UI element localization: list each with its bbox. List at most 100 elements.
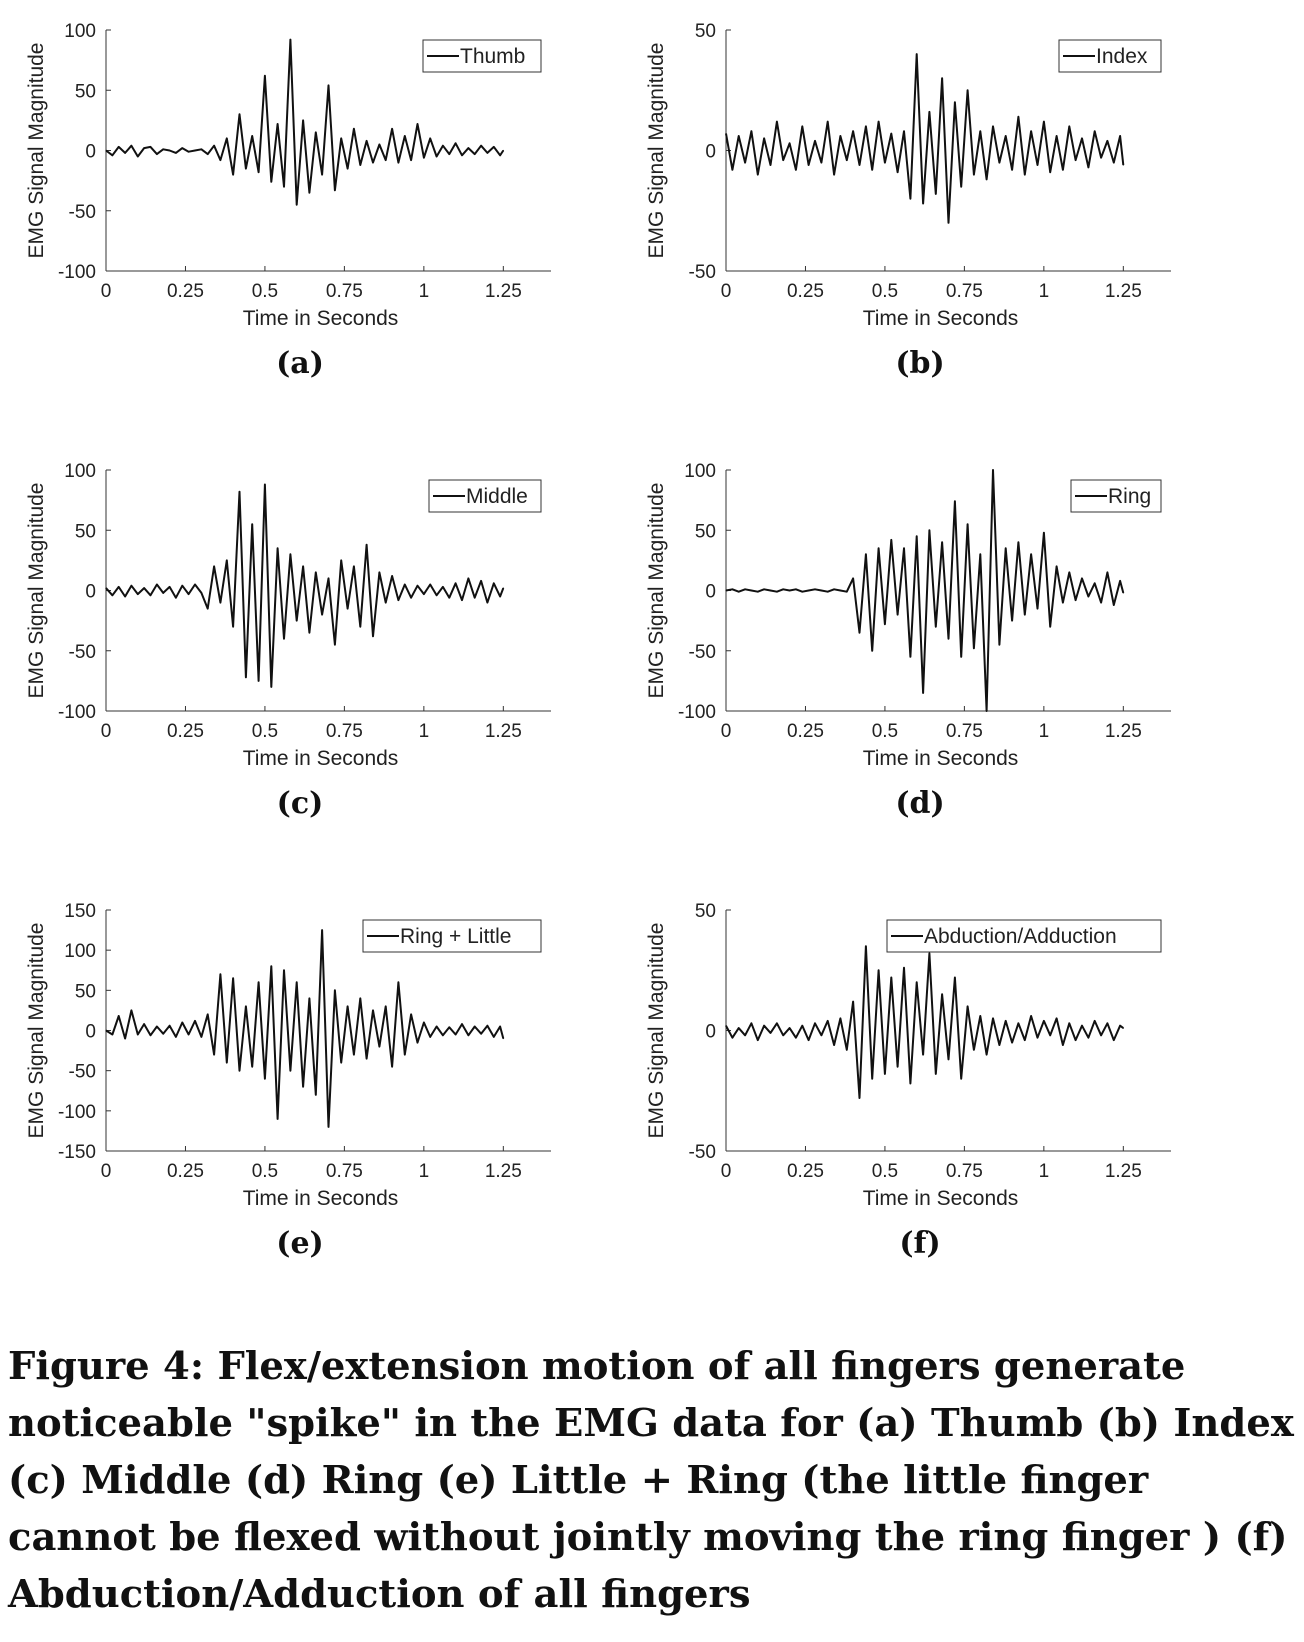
data-point [782,159,784,161]
data-point [1049,171,1051,173]
data-point [359,626,361,628]
data-point [455,582,457,584]
data-point [1119,580,1121,582]
data-point [871,1078,873,1080]
data-point [130,1009,133,1012]
data-point [1122,164,1124,166]
data-point [137,155,139,158]
data-point [308,997,311,999]
data-point [763,588,765,590]
legend: Ring + Little [362,919,542,953]
data-point [366,1058,368,1060]
data-point [916,981,918,983]
x-tick-label: 0.75 [326,281,363,302]
data-point [909,1082,911,1085]
series-line [725,469,1125,712]
x-tick-label: 0.25 [167,721,204,742]
data-point [865,945,867,947]
data-point [372,1009,374,1012]
data-point [467,147,469,149]
data-point [1087,1037,1089,1039]
data-point [435,594,438,596]
data-point [149,1034,152,1036]
data-point [302,565,304,567]
data-point [156,583,158,586]
data-point [986,178,988,181]
data-point [277,1118,279,1120]
data-point [1005,1020,1007,1022]
data-point [321,174,323,176]
data-point [442,145,444,147]
data-point [200,592,202,594]
legend: Middle [428,479,542,513]
data-point [416,1041,419,1044]
data-point [404,583,406,586]
data-point [257,680,260,682]
data-point [992,125,994,127]
x-tick-label: 0 [101,281,112,302]
legend: Abduction/Adduction [886,919,1162,953]
data-point [435,1025,438,1028]
x-tick-label: 0.25 [167,281,204,302]
y-tick-label: 50 [695,21,716,42]
data-point [334,189,336,191]
data-point [1036,164,1039,166]
series-line [105,483,505,688]
y-tick-label: 50 [695,901,716,922]
data-point [397,981,400,983]
x-tick-label: 1 [419,281,430,302]
data-point [486,601,489,604]
x-tick-label: 0.5 [252,721,278,742]
data-point [814,1022,816,1024]
data-point [890,539,892,541]
y-tick-label: 0 [705,582,716,603]
y-tick-label: 0 [705,142,716,163]
data-point [385,1005,387,1007]
data-point [461,154,463,156]
data-point [960,656,962,658]
data-point [1106,1022,1109,1024]
data-point [111,594,113,596]
chart-panel: 0 0.25 0.5 0.75 1 1.25 50 0 -50 Time in Seconds EM… [620,0,1240,420]
data-point [1036,607,1039,610]
data-point [725,589,727,592]
data-point [270,686,272,688]
data-point [776,120,778,123]
data-point [998,161,1000,164]
data-point [782,588,784,590]
data-point [776,1022,778,1024]
data-point [502,587,504,589]
data-point [321,614,323,616]
data-point [909,198,911,200]
data-point [877,120,880,123]
data-point [404,1054,406,1056]
legend-label: Middle [466,485,528,508]
data-point [1106,140,1109,142]
data-point [385,601,387,604]
data-point [499,595,501,598]
series-line [725,53,1125,224]
data-point [455,1033,457,1036]
data-point [954,976,956,979]
data-point [156,153,158,155]
data-point [858,164,861,166]
chart-panel: 0 0.25 0.5 0.75 1 1.25 100 50 0 -50 -100 Time in Se… [620,440,1240,860]
data-point [1087,595,1089,598]
data-point [238,1070,241,1072]
data-point [448,597,450,599]
x-axis-label: Time in Seconds [863,747,1019,770]
data-point [391,1066,393,1068]
x-tick-label: 1 [1039,281,1050,302]
data-point [1113,1039,1115,1041]
data-point [935,626,937,628]
data-point [941,993,943,995]
panel-tag: (d) [895,786,945,821]
y-tick-label: 100 [64,461,96,482]
data-point [814,588,816,590]
data-point [105,149,107,152]
x-tick-label: 0.75 [946,1161,983,1182]
y-tick-label: 0 [705,1022,716,1043]
data-point [105,587,107,589]
x-tick-label: 0.75 [326,1161,363,1182]
data-point [986,1054,988,1056]
